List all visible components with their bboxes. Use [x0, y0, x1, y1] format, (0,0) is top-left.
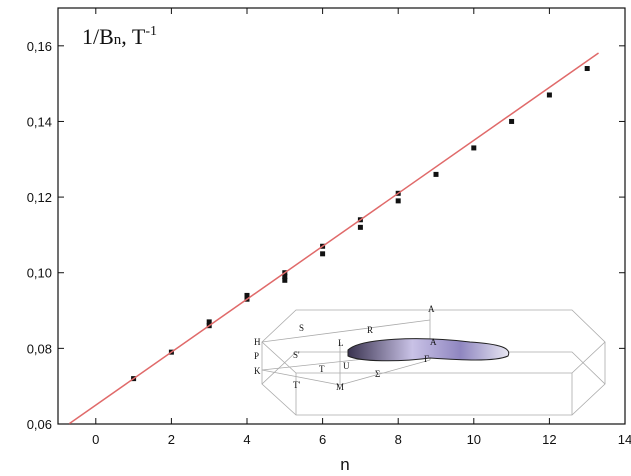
y-axis-label-part: 1/B [82, 24, 114, 49]
y-tick-label: 0,16 [27, 39, 52, 54]
x-tick-label: 14 [618, 432, 631, 447]
data-point [206, 319, 212, 325]
x-tick-label: 6 [319, 432, 326, 447]
inset-label: Γ [424, 354, 429, 364]
inset-label: H [254, 337, 261, 347]
x-tick-label: 0 [92, 432, 99, 447]
inset-label: M [336, 382, 344, 392]
inset-label: Σ [375, 369, 380, 379]
x-tick-label: 8 [395, 432, 402, 447]
inset-label: R [367, 325, 373, 335]
fit-line [68, 52, 599, 425]
data-point [433, 171, 439, 177]
data-point [546, 92, 552, 98]
data-point [471, 145, 477, 151]
inset-label: T' [293, 380, 300, 390]
y-tick-label: 0,06 [27, 417, 52, 432]
data-point [357, 224, 363, 230]
x-tick-label: 2 [168, 432, 175, 447]
x-tick-label: 4 [243, 432, 250, 447]
inset-diagram: H S R A A P S' L K T U Σ T' M Γ [254, 304, 606, 416]
inset-label: S [299, 323, 304, 333]
fermi-surface [347, 338, 510, 362]
x-tick-label: 12 [542, 432, 556, 447]
inset-label: U [343, 361, 350, 371]
zone-bottom [261, 351, 606, 416]
data-point [244, 292, 250, 298]
inset-label: A [430, 337, 437, 347]
y-tick-label: 0,08 [27, 341, 52, 356]
x-tick-label: 10 [467, 432, 481, 447]
inset-label: P [254, 351, 259, 361]
inset-label: L [338, 338, 344, 348]
y-tick-label: 0,10 [27, 266, 52, 281]
data-point [282, 277, 288, 283]
y-axis-label-part: n [114, 32, 122, 48]
data-point [395, 198, 401, 204]
data-point [282, 274, 288, 280]
inset-label: T [319, 364, 325, 374]
plot-frame [57, 7, 626, 425]
y-axis-label-part: , T [121, 24, 146, 49]
inset-label: S' [293, 350, 300, 360]
data-point [320, 251, 326, 257]
y-tick-label: 0,12 [27, 190, 52, 205]
data-point [509, 118, 515, 124]
edge [261, 369, 341, 386]
inset-label: A [428, 304, 435, 314]
y-axis-label: 1/Bn, T-1 [82, 24, 157, 49]
edge [261, 319, 431, 343]
y-axis-label-part: -1 [145, 24, 157, 39]
x-axis-label: n [340, 455, 349, 474]
inset-label: K [254, 366, 261, 376]
edge [339, 359, 431, 386]
y-tick-label: 0,14 [27, 114, 52, 129]
data-point [584, 66, 590, 72]
